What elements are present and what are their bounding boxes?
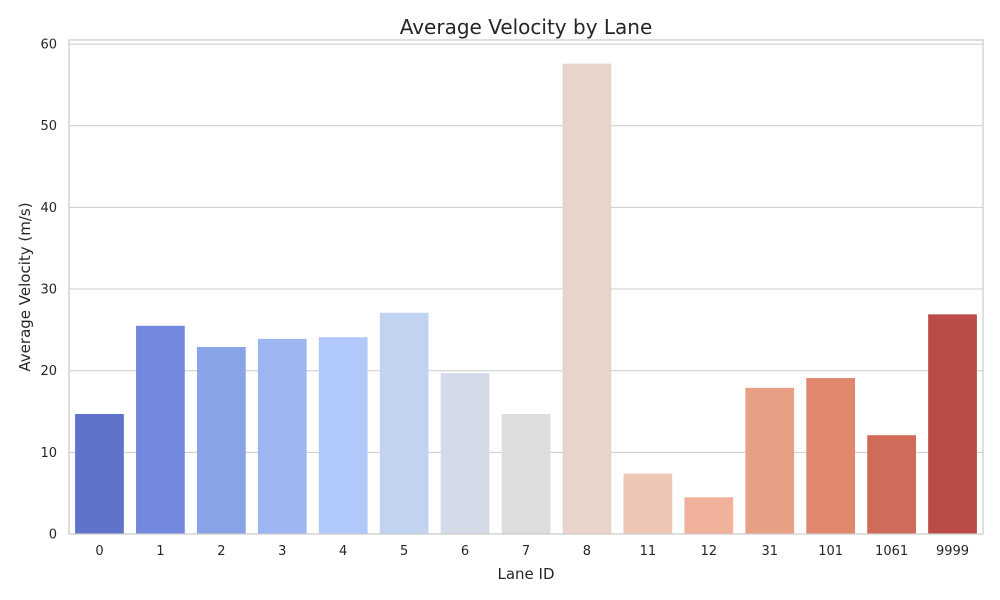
x-tick-label: 12 <box>701 544 718 559</box>
plot-frame <box>68 39 984 535</box>
x-tick-label: 6 <box>461 544 469 559</box>
bar-lane-101 <box>806 378 856 534</box>
y-tick-label: 10 <box>40 446 57 461</box>
y-tick-label: 20 <box>40 364 57 379</box>
bar-lane-5 <box>379 312 429 534</box>
chart-title: Average Velocity by Lane <box>400 15 653 39</box>
x-tick-label: 31 <box>761 544 778 559</box>
x-tick-label: 1061 <box>875 544 908 559</box>
bar-lane-31 <box>745 387 795 534</box>
x-tick-label: 9999 <box>936 544 969 559</box>
x-tick-labels: 0 1 2 3 4 5 6 7 8 11 12 31 101 1061 9999 <box>95 544 969 559</box>
x-tick-label: 8 <box>583 544 591 559</box>
bar-lane-9999 <box>928 314 977 534</box>
y-tick-label: 60 <box>40 38 57 53</box>
bar-lane-8 <box>562 63 612 534</box>
y-tick-label: 0 <box>49 528 57 543</box>
y-axis-label: Average Velocity (m/s) <box>16 202 34 371</box>
bar-lane-12 <box>684 497 734 534</box>
y-tick-labels: 0 10 20 30 40 50 60 <box>40 38 57 543</box>
y-tick-label: 50 <box>40 119 57 134</box>
x-tick-label: 101 <box>818 544 843 559</box>
y-tick-label: 30 <box>40 283 57 298</box>
bar-lane-1 <box>136 325 185 534</box>
x-tick-label: 3 <box>278 544 286 559</box>
bar-lane-3 <box>257 338 307 534</box>
x-axis-label: Lane ID <box>497 565 554 583</box>
bar-lane-4 <box>318 337 368 534</box>
x-tick-label: 4 <box>339 544 347 559</box>
bar-lane-1061 <box>867 435 916 534</box>
bar-lane-0 <box>75 413 124 534</box>
x-tick-label: 11 <box>640 544 657 559</box>
bars <box>75 63 977 534</box>
bar-lane-6 <box>440 373 490 534</box>
bar-lane-11 <box>623 473 673 534</box>
x-tick-label: 1 <box>156 544 164 559</box>
x-tick-label: 2 <box>217 544 225 559</box>
y-tick-label: 40 <box>40 201 57 216</box>
bar-lane-2 <box>196 347 246 534</box>
x-tick-label: 0 <box>95 544 103 559</box>
bar-lane-7 <box>501 413 551 534</box>
x-tick-label: 7 <box>522 544 530 559</box>
x-tick-label: 5 <box>400 544 408 559</box>
